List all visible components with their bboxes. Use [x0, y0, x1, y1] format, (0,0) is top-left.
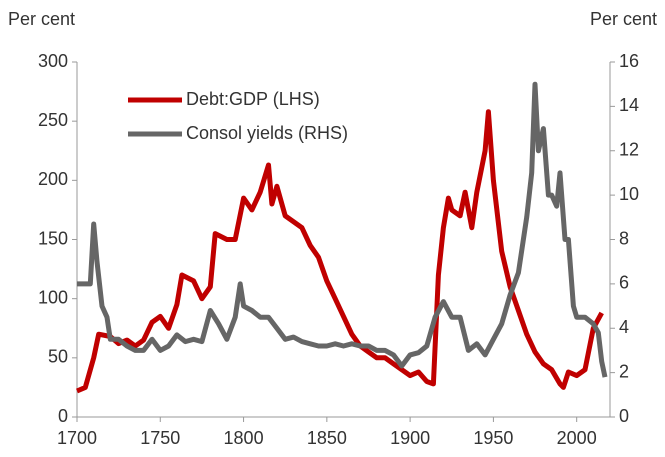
- y-tick-label: 0: [58, 406, 68, 426]
- x-tick-label: 1850: [307, 428, 347, 448]
- x-tick-label: 1900: [390, 428, 430, 448]
- y2-tick-label: 16: [619, 51, 639, 71]
- y-tick-label: 100: [38, 287, 68, 307]
- y-tick-label: 300: [38, 51, 68, 71]
- y-tick-label: 150: [38, 228, 68, 248]
- y2-axis-label: Per cent: [590, 9, 657, 29]
- y-tick-label: 200: [38, 169, 68, 189]
- y2-tick-label: 10: [619, 184, 639, 204]
- y-tick-label: 250: [38, 110, 68, 130]
- x-tick-label: 1750: [140, 428, 180, 448]
- y2-tick-label: 12: [619, 140, 639, 160]
- y-axis-label: Per cent: [8, 9, 75, 29]
- legend-label: Consol yields (RHS): [186, 123, 348, 143]
- y2-tick-label: 8: [619, 228, 629, 248]
- y2-tick-label: 6: [619, 273, 629, 293]
- y-tick-label: 50: [48, 347, 68, 367]
- y2-tick-label: 4: [619, 317, 629, 337]
- x-tick-label: 1800: [224, 428, 264, 448]
- x-tick-label: 1700: [57, 428, 97, 448]
- y2-tick-label: 0: [619, 406, 629, 426]
- y2-tick-label: 2: [619, 361, 629, 381]
- series-line: [76, 109, 604, 394]
- x-tick-label: 1950: [473, 428, 513, 448]
- y2-tick-label: 14: [619, 95, 639, 115]
- series-line: [77, 81, 608, 378]
- x-tick-label: 2000: [557, 428, 597, 448]
- legend-label: Debt:GDP (LHS): [186, 89, 320, 109]
